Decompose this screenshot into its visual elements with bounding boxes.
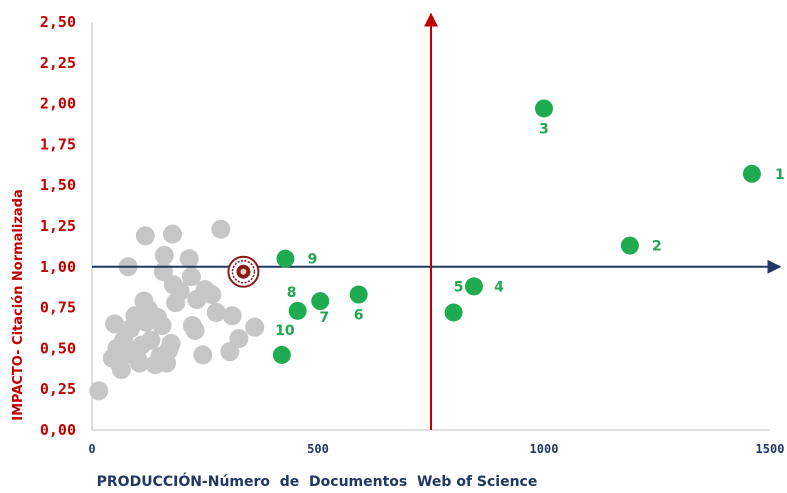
data-point-highlighted	[311, 292, 330, 311]
data-point-other	[89, 381, 109, 401]
data-point-other	[170, 281, 190, 301]
y-tick-label: 2,00	[40, 95, 76, 113]
point-label: 8	[287, 285, 297, 301]
data-point-other	[135, 226, 155, 246]
point-label: 2	[652, 239, 662, 255]
data-point-other	[206, 302, 226, 322]
data-point-other	[179, 249, 199, 269]
data-point-other	[202, 285, 222, 305]
point-label: 9	[308, 252, 318, 268]
data-point-other	[211, 219, 231, 239]
data-point-other	[161, 334, 181, 354]
data-point-other	[141, 330, 161, 350]
data-point-highlighted	[272, 345, 291, 364]
data-point-highlighted	[276, 249, 295, 268]
highlighted-points: 1 2 3 4 5 6 7 8 9 10	[272, 99, 785, 364]
point-label: 6	[354, 308, 364, 324]
y-tick-label: 1,50	[40, 176, 76, 194]
data-point-other	[222, 306, 242, 326]
data-point-highlighted	[288, 301, 307, 320]
point-label: 7	[319, 310, 329, 326]
data-point-other	[181, 267, 201, 287]
x-tick-label: 0	[88, 442, 95, 456]
data-point-highlighted	[620, 236, 639, 255]
point-label: 10	[275, 323, 295, 339]
data-point-highlighted	[742, 164, 761, 183]
point-label: 5	[454, 279, 464, 295]
x-tick-label: 1000	[530, 442, 559, 456]
data-point-other	[105, 314, 125, 334]
other-points	[89, 219, 265, 401]
y-tick-label: 0,25	[40, 380, 76, 398]
x-tick-label: 1500	[756, 442, 785, 456]
data-point-other	[152, 316, 172, 336]
y-tick-label: 1,75	[40, 135, 76, 153]
point-label: 3	[539, 121, 549, 137]
data-point-other	[162, 224, 182, 244]
x-tick-labels: 0 500 1000 1500	[88, 442, 784, 456]
data-point-highlighted	[444, 303, 463, 322]
x-axis-title: PRODUCCIÓN-Número de Documentos Web of S…	[97, 472, 538, 490]
y-tick-label: 0,75	[40, 299, 76, 317]
data-point-highlighted	[464, 277, 483, 296]
point-label: 4	[494, 279, 504, 295]
y-axis-title: IMPACTO- Citación Normalizada	[11, 189, 26, 421]
data-point-other	[245, 317, 265, 337]
data-point-other	[111, 360, 131, 380]
data-point-other	[185, 320, 205, 340]
y-tick-label: 2,25	[40, 54, 76, 72]
reference-lines	[92, 12, 782, 430]
data-point-other	[129, 353, 149, 373]
y-tick-label: 1,25	[40, 217, 76, 235]
data-point-other	[154, 245, 174, 265]
data-point-highlighted	[349, 285, 368, 304]
y-tick-label: 0,00	[40, 421, 76, 439]
y-tick-label: 0,50	[40, 339, 76, 357]
data-point-other	[193, 345, 213, 365]
x-tick-label: 500	[307, 442, 329, 456]
university-seal-icon	[227, 255, 260, 288]
y-tick-label: 2,50	[40, 13, 76, 31]
y-tick-labels: 0,00 0,25 0,50 0,75 1,00 1,25 1,50 1,75 2,00 2,25…	[40, 13, 76, 439]
data-point-other	[229, 329, 249, 349]
y-tick-label: 1,00	[40, 258, 76, 276]
point-label: 1	[775, 167, 785, 183]
data-point-highlighted	[535, 99, 553, 118]
